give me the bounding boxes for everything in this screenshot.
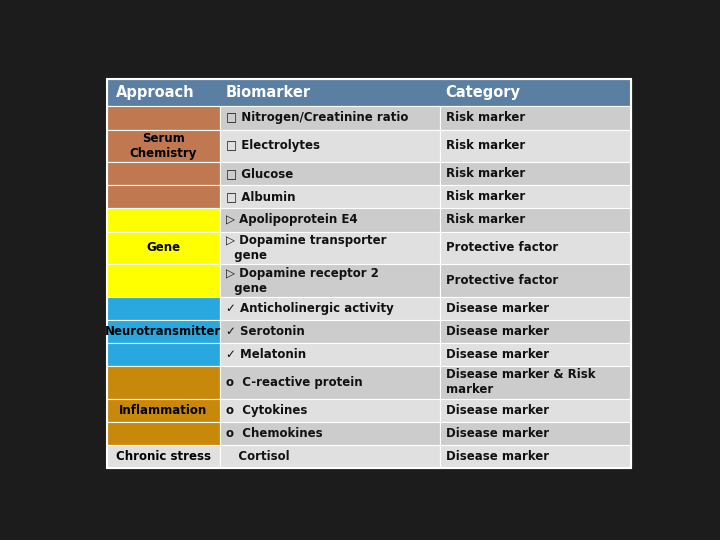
Bar [107, 366, 220, 399]
Text: Biomarker: Biomarker [226, 85, 311, 100]
Bar [440, 232, 631, 264]
Bar [440, 185, 631, 208]
Bar [440, 130, 631, 162]
Text: Protective factor: Protective factor [446, 241, 558, 254]
Bar [107, 208, 220, 232]
Bar [220, 208, 440, 232]
Bar [107, 185, 220, 208]
Bar [220, 399, 440, 422]
Text: □ Albumin: □ Albumin [226, 191, 296, 204]
Bar [220, 422, 440, 445]
Bar [440, 343, 631, 366]
Bar [440, 399, 631, 422]
Text: Disease marker: Disease marker [446, 404, 549, 417]
Bar [107, 130, 220, 162]
Bar [107, 264, 220, 297]
Text: Risk marker: Risk marker [446, 191, 525, 204]
Bar [220, 130, 440, 162]
Bar [440, 297, 631, 320]
Text: Disease marker: Disease marker [446, 450, 549, 463]
Text: □ Nitrogen/Creatinine ratio: □ Nitrogen/Creatinine ratio [226, 111, 408, 125]
Text: Disease marker: Disease marker [446, 427, 549, 440]
Text: Disease marker & Risk
marker: Disease marker & Risk marker [446, 368, 595, 396]
Bar [107, 445, 220, 468]
Bar [440, 366, 631, 399]
Bar [220, 264, 440, 297]
Text: Gene: Gene [146, 241, 180, 254]
Text: ✓ Melatonin: ✓ Melatonin [226, 348, 306, 361]
Text: ▷ Dopamine receptor 2
  gene: ▷ Dopamine receptor 2 gene [226, 267, 379, 294]
Text: ✓ Anticholinergic activity: ✓ Anticholinergic activity [226, 302, 394, 315]
Bar [440, 208, 631, 232]
Bar [220, 297, 440, 320]
Text: Disease marker: Disease marker [446, 348, 549, 361]
Bar [107, 106, 220, 130]
Text: Risk marker: Risk marker [446, 213, 525, 226]
Bar [107, 162, 220, 185]
Text: Neurotransmitter: Neurotransmitter [105, 325, 221, 338]
Text: Risk marker: Risk marker [446, 139, 525, 152]
Bar [107, 422, 220, 445]
Text: Disease marker: Disease marker [446, 302, 549, 315]
Bar [440, 422, 631, 445]
Text: Risk marker: Risk marker [446, 167, 525, 180]
Text: Disease marker: Disease marker [446, 325, 549, 338]
Text: o  Cytokines: o Cytokines [226, 404, 307, 417]
Text: o  Chemokines: o Chemokines [226, 427, 323, 440]
Bar [107, 297, 220, 320]
Bar [220, 320, 440, 343]
Bar [107, 399, 220, 422]
Bar [440, 162, 631, 185]
Text: Protective factor: Protective factor [446, 274, 558, 287]
Bar [107, 79, 631, 106]
Bar [220, 162, 440, 185]
Bar [220, 445, 440, 468]
Text: □ Electrolytes: □ Electrolytes [226, 139, 320, 152]
Text: Cortisol: Cortisol [226, 450, 289, 463]
Bar [440, 264, 631, 297]
Text: ✓ Serotonin: ✓ Serotonin [226, 325, 305, 338]
Bar [220, 366, 440, 399]
Text: Serum
Chemistry: Serum Chemistry [130, 132, 197, 160]
Bar [220, 185, 440, 208]
Bar [220, 343, 440, 366]
Bar [440, 445, 631, 468]
Text: Approach: Approach [116, 85, 194, 100]
Text: □ Glucose: □ Glucose [226, 167, 293, 180]
Bar [107, 232, 220, 264]
Bar [107, 343, 220, 366]
Text: o  C-reactive protein: o C-reactive protein [226, 376, 363, 389]
Text: ▷ Apolipoprotein E4: ▷ Apolipoprotein E4 [226, 213, 358, 226]
Bar [220, 232, 440, 264]
Bar [440, 320, 631, 343]
Text: Risk marker: Risk marker [446, 111, 525, 125]
Text: Inflammation: Inflammation [119, 404, 207, 417]
Text: ▷ Dopamine transporter
  gene: ▷ Dopamine transporter gene [226, 234, 387, 262]
Text: Chronic stress: Chronic stress [116, 450, 211, 463]
Bar [440, 106, 631, 130]
Bar [220, 106, 440, 130]
Text: Category: Category [446, 85, 521, 100]
Bar [107, 320, 220, 343]
